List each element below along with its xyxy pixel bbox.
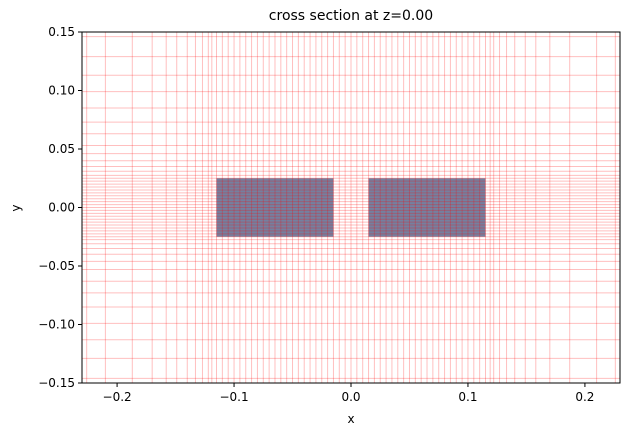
structure: [368, 178, 486, 237]
x-tick-label: −0.2: [103, 390, 132, 404]
x-tick-label: 0.0: [341, 390, 360, 404]
y-tick-label: −0.15: [38, 376, 75, 390]
y-tick-label: −0.10: [38, 318, 75, 332]
x-tick-label: 0.2: [575, 390, 594, 404]
x-tick-label: −0.1: [219, 390, 248, 404]
y-tick-label: 0.00: [48, 201, 75, 215]
x-axis-label: x: [347, 412, 354, 426]
y-tick-label: 0.05: [48, 142, 75, 156]
y-axis-label: y: [9, 204, 23, 211]
y-tick-label: −0.05: [38, 259, 75, 273]
structure: [216, 178, 334, 237]
y-tick-label: 0.15: [48, 25, 75, 39]
x-tick-label: 0.1: [458, 390, 477, 404]
y-tick-label: 0.10: [48, 84, 75, 98]
chart-title: cross section at z=0.00: [269, 8, 433, 24]
